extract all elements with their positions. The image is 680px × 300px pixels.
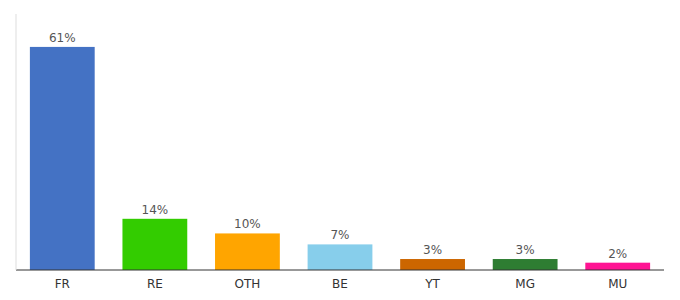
x-axis-line bbox=[16, 270, 664, 271]
bar bbox=[585, 263, 650, 270]
x-tick-label: BE bbox=[332, 277, 348, 291]
x-tick-label: RE bbox=[147, 277, 163, 291]
bar bbox=[30, 47, 95, 270]
data-label: 2% bbox=[608, 247, 627, 261]
x-tick-labels: FR RE OTH BE YT MG MU bbox=[55, 277, 628, 291]
x-tick-label: OTH bbox=[235, 277, 261, 291]
data-label: 7% bbox=[330, 228, 349, 242]
bar bbox=[400, 259, 465, 270]
bar bbox=[215, 233, 280, 270]
chart-svg: 61% 14% 10% 7% 3% 3% 2% FR RE OTH BE YT MG MU bbox=[0, 0, 680, 300]
data-label: 61% bbox=[49, 31, 76, 45]
x-tick-label: FR bbox=[55, 277, 70, 291]
data-label: 10% bbox=[234, 217, 261, 231]
x-tick-label: MG bbox=[515, 277, 535, 291]
y-axis-line bbox=[16, 14, 17, 270]
data-label: 3% bbox=[423, 243, 442, 257]
bar bbox=[122, 219, 187, 270]
x-tick-label: MU bbox=[608, 277, 627, 291]
bar bbox=[493, 259, 558, 270]
data-labels: 61% 14% 10% 7% 3% 3% 2% bbox=[49, 31, 627, 261]
data-label: 3% bbox=[516, 243, 535, 257]
chart-container: 61% 14% 10% 7% 3% 3% 2% FR RE OTH BE YT MG MU bbox=[0, 0, 680, 300]
bar bbox=[308, 244, 373, 270]
bars bbox=[30, 47, 650, 270]
data-label: 14% bbox=[142, 203, 169, 217]
x-tick-label: YT bbox=[424, 277, 440, 291]
